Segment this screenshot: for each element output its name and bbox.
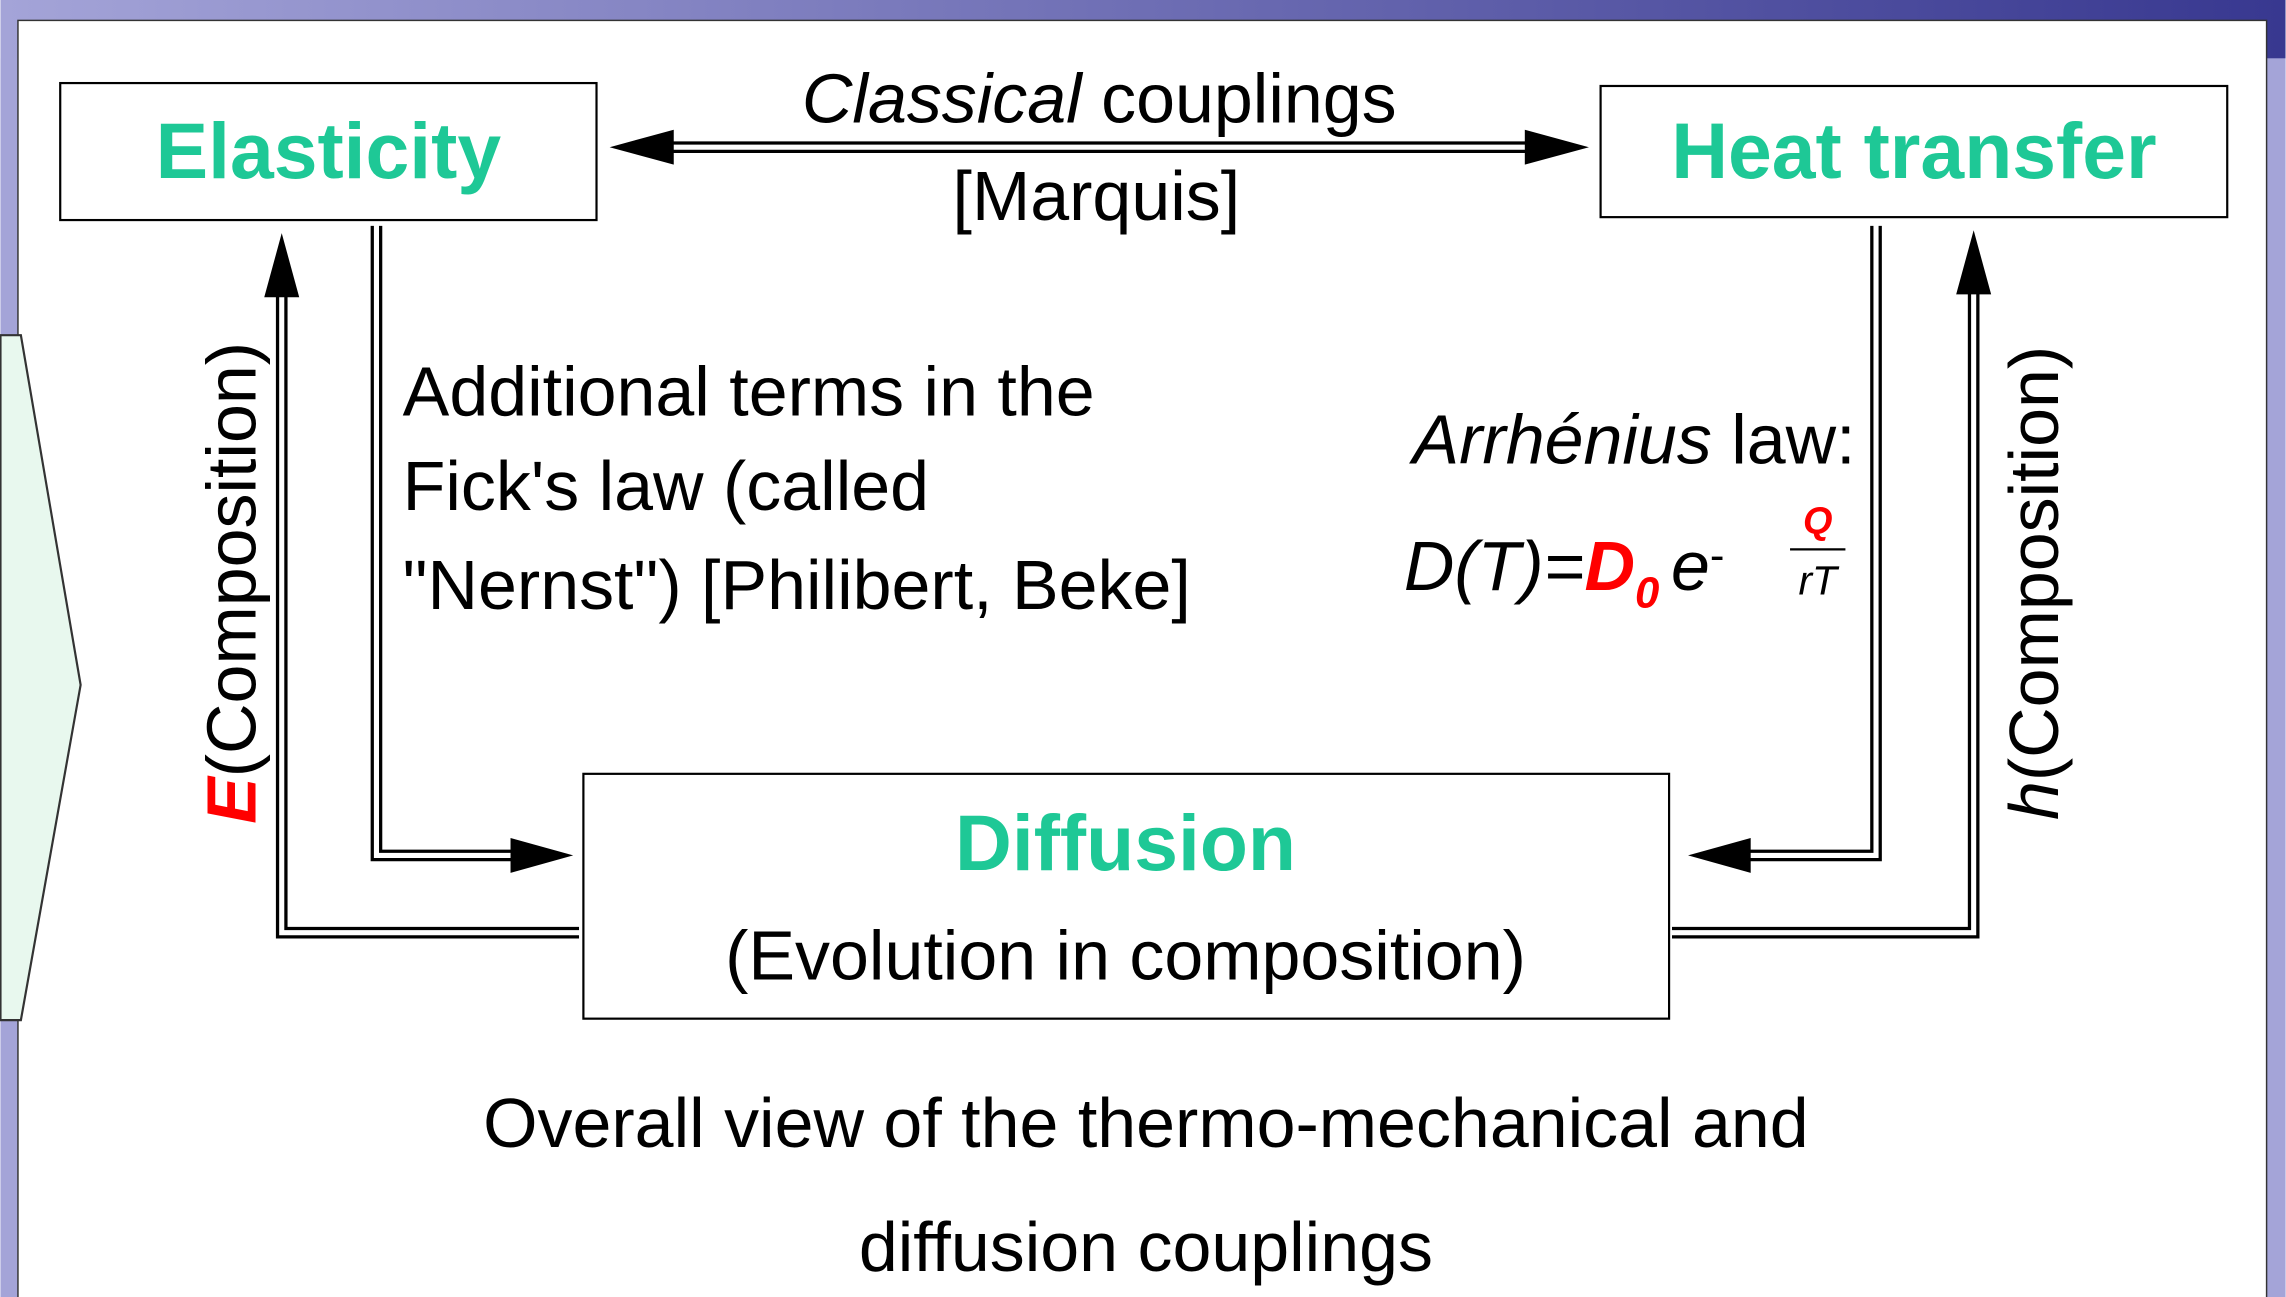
edge-label-italic: Classical <box>802 59 1084 137</box>
edge-label: Classical couplings <box>802 59 1397 137</box>
vertical-label-symbol: h <box>1995 781 2073 820</box>
formula-lhs: D(T)= <box>1404 527 1585 605</box>
node-box <box>59 81 598 222</box>
caption-line: diffusion couplings <box>859 1208 1433 1286</box>
arrow-head <box>609 129 674 165</box>
arrow-head <box>510 837 574 873</box>
formula-numerator: Q <box>1803 500 1832 542</box>
side-chevron <box>0 334 82 1022</box>
vertical-label-symbol: E <box>193 775 271 824</box>
vertical-label: h(Composition) <box>1995 346 2073 820</box>
edge-text-line: "Nernst") [Philibert, Beke] <box>403 546 1191 624</box>
node-box <box>582 772 1671 1020</box>
arrow-line <box>279 287 584 936</box>
edge-text-line: Fick's law (called <box>403 447 929 525</box>
edge-label: Arrhénius law: <box>1408 400 1855 478</box>
arrow-head <box>1524 129 1589 165</box>
node-subtitle: (Evolution in composition) <box>725 916 1526 994</box>
edge-ref: [Marquis] <box>953 157 1241 235</box>
edge-label-text: law: <box>1712 400 1856 478</box>
node-label: Diffusion <box>955 799 1296 887</box>
formula-coefficient: D <box>1585 527 1636 605</box>
arrows <box>264 129 1992 939</box>
edge-label-italic: Arrhénius <box>1408 400 1711 478</box>
edge-text-line: Additional terms in the <box>403 352 1095 430</box>
edge-label-text: couplings <box>1082 59 1397 137</box>
arrow-line <box>373 221 530 858</box>
vertical-label-text: (Composition) <box>193 342 271 777</box>
arrow-line <box>1667 287 1977 936</box>
formula-exp: e <box>1671 527 1710 605</box>
arrow-head <box>1688 837 1751 873</box>
node-box <box>1599 84 2229 219</box>
formula: D(T)=D0 e- <box>1404 527 1725 617</box>
formula-denominator: rT <box>1798 558 1840 604</box>
node-label: Heat transfer <box>1671 107 2156 195</box>
caption-line: Overall view of the thermo-mechanical an… <box>483 1084 1809 1162</box>
formula-minus: - <box>1710 531 1725 580</box>
node-label: Elasticity <box>156 107 502 195</box>
arrow-head <box>1956 230 1992 295</box>
content-panel <box>17 19 2268 1297</box>
arrow-line <box>1737 221 1879 858</box>
formula-subscript: 0 <box>1635 569 1659 618</box>
arrow-head <box>264 233 300 298</box>
vertical-label: E(Composition) <box>193 342 271 824</box>
vertical-label-text: (Composition) <box>1995 346 2073 781</box>
